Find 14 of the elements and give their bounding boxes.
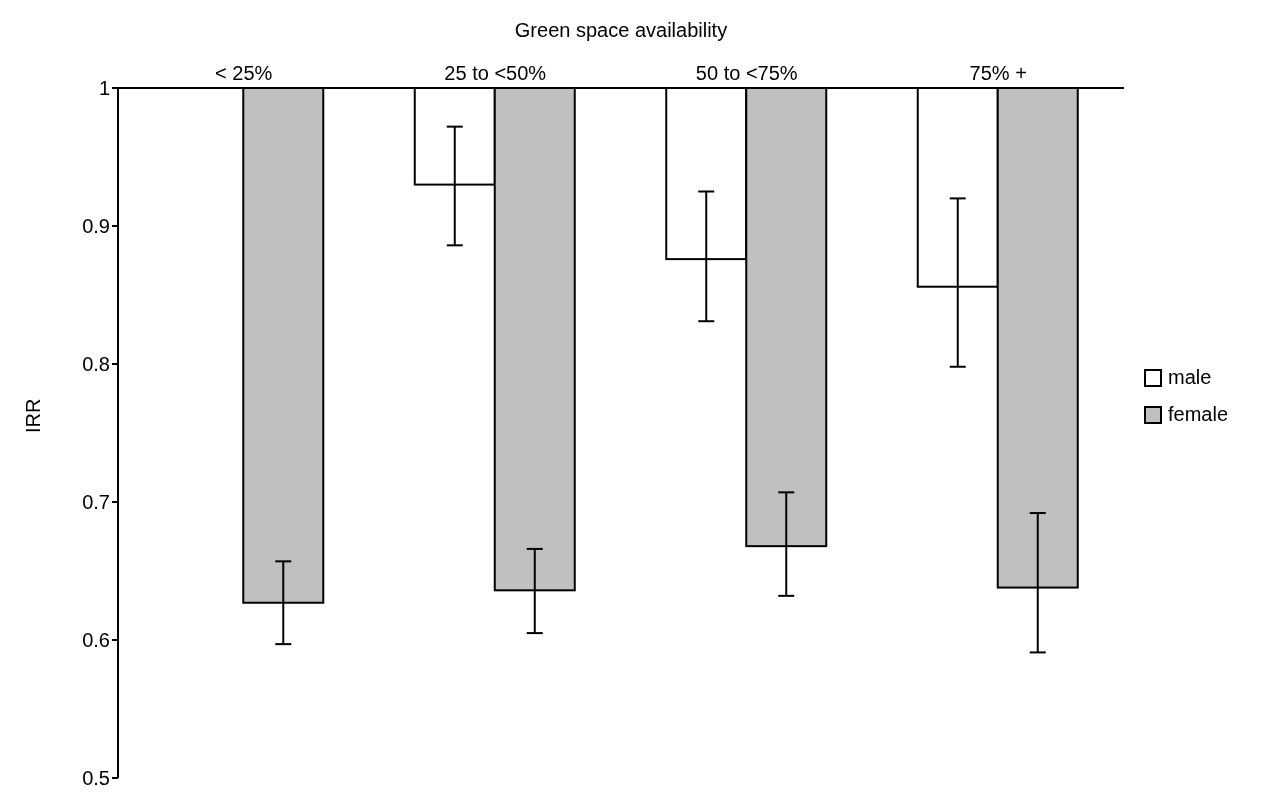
y-tick-label: 0.6 (82, 629, 110, 652)
y-tick-label: 0.9 (82, 215, 110, 238)
y-tick-label: 0.5 (82, 767, 110, 790)
x-tick-label: 50 to <75% (695, 62, 798, 84)
y-tick-label: 0.8 (82, 353, 110, 376)
y-tick-label: 0.7 (82, 491, 110, 514)
legend-label: male (1167, 366, 1212, 389)
legend-label: female (1167, 403, 1228, 426)
y-tick-label: 1 (98, 77, 110, 100)
x-tick-label: 75% + (969, 62, 1027, 84)
y-axis-title: IRR (22, 398, 45, 433)
x-axis-title: Green space availability (514, 19, 728, 42)
x-tick-label: < 25% (215, 62, 273, 84)
x-tick-label: 25 to <50% (444, 62, 547, 84)
